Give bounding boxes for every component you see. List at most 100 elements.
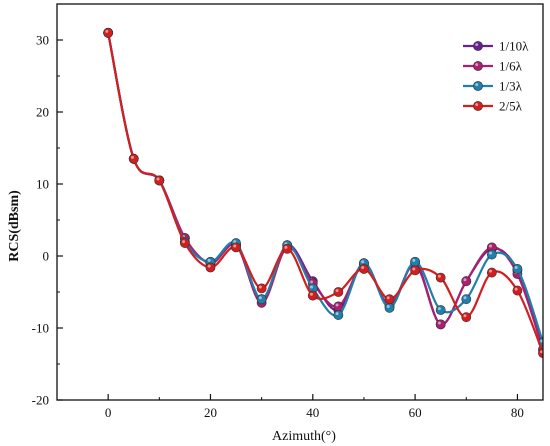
data-point: [307, 290, 318, 301]
data-point-highlight: [335, 289, 339, 293]
data-point-highlight: [463, 296, 467, 300]
data-point: [435, 319, 446, 330]
data-point: [410, 256, 421, 267]
data-point-highlight: [233, 244, 237, 248]
data-point-highlight: [437, 307, 441, 311]
data-point-highlight: [335, 303, 339, 307]
x-tick-label: 80: [511, 405, 524, 420]
data-point-highlight: [284, 245, 288, 249]
data-point-highlight: [130, 155, 134, 159]
data-point-highlight: [309, 280, 313, 284]
data-point-highlight: [207, 264, 211, 268]
legend-marker: [473, 101, 483, 111]
data-point-highlight: [489, 244, 493, 248]
data-point: [179, 238, 190, 248]
data-point-highlight: [105, 29, 109, 33]
y-axis-title: RCS(dBsm): [7, 190, 22, 262]
y-tick-label: 20: [36, 105, 49, 120]
plot-frame: [56, 3, 544, 401]
legend-marker: [473, 81, 483, 91]
y-tick-label: 0: [43, 249, 50, 264]
data-point-highlight: [361, 266, 365, 270]
data-point: [512, 285, 523, 296]
data-point: [512, 264, 523, 274]
data-point-highlight: [540, 339, 543, 343]
data-point: [128, 153, 139, 164]
data-point: [205, 262, 216, 273]
data-point: [384, 302, 395, 313]
data-point-highlight: [437, 321, 441, 325]
data-point-highlight: [412, 267, 416, 271]
data-point: [486, 267, 497, 278]
data-point: [359, 264, 369, 274]
legend-item: 1/10λ: [463, 39, 529, 54]
legend-marker-highlight: [475, 63, 479, 67]
series-1: [103, 27, 543, 355]
legend: 1/10λ 1/6λ 1/3λ 2/5λ: [463, 39, 529, 114]
plot-area: [103, 27, 543, 359]
data-point: [435, 305, 446, 315]
legend-label: 1/6λ: [499, 59, 523, 74]
y-tick-label: 30: [36, 33, 49, 48]
legend-item: 2/5λ: [463, 99, 523, 114]
data-point-highlight: [489, 251, 493, 255]
data-point-highlight: [258, 285, 262, 289]
series-line: [107, 32, 543, 354]
data-point-highlight: [156, 177, 160, 181]
data-point-highlight: [514, 287, 518, 291]
data-point-highlight: [463, 278, 467, 282]
data-point: [256, 283, 267, 294]
data-point: [231, 242, 241, 253]
data-point-highlight: [412, 258, 416, 262]
x-tick-label: 60: [409, 405, 422, 420]
axes: 0 20 40 60 80 -20 -10 0 10 20 30: [32, 3, 544, 420]
data-point: [384, 294, 395, 305]
data-point: [461, 294, 472, 305]
data-point-highlight: [361, 260, 365, 264]
legend-item: 1/6λ: [463, 59, 523, 74]
x-tick-label: 20: [204, 405, 217, 420]
legend-marker: [473, 61, 483, 71]
legend-marker-highlight: [475, 43, 479, 47]
data-point: [333, 287, 344, 297]
data-point: [256, 294, 267, 305]
data-point-highlight: [309, 285, 313, 289]
data-point-highlight: [514, 266, 518, 270]
data-point: [282, 243, 293, 254]
data-point: [410, 265, 421, 276]
series-line: [107, 32, 543, 343]
data-point-highlight: [182, 240, 186, 244]
x-tick-label: 40: [306, 405, 319, 420]
data-point-highlight: [309, 292, 313, 296]
legend-label: 1/10λ: [499, 39, 529, 54]
x-tick-label: 0: [105, 405, 112, 420]
legend-marker-highlight: [475, 83, 479, 87]
data-point-highlight: [233, 240, 237, 244]
data-point: [103, 27, 114, 38]
legend-label: 2/5λ: [499, 99, 523, 114]
y-tick-label: -10: [32, 321, 49, 336]
legend-marker-highlight: [475, 103, 479, 107]
data-point-highlight: [386, 304, 390, 308]
data-point: [486, 249, 497, 260]
data-point-highlight: [335, 312, 339, 316]
data-point-highlight: [463, 314, 467, 318]
data-point-highlight: [207, 258, 211, 262]
data-point-highlight: [489, 269, 493, 273]
data-point: [461, 276, 472, 287]
data-point-highlight: [386, 296, 390, 300]
y-tick-label: 10: [36, 177, 49, 192]
data-point: [435, 272, 446, 283]
legend-marker: [473, 41, 483, 51]
legend-item: 1/3λ: [463, 79, 523, 94]
data-point: [461, 312, 472, 323]
data-point: [333, 310, 344, 320]
x-axis-title: Azimuth(°): [272, 429, 336, 444]
y-tick-label: -20: [32, 393, 49, 408]
series-4: [103, 27, 543, 359]
legend-label: 1/3λ: [499, 79, 523, 94]
data-point-highlight: [258, 296, 262, 300]
data-point-highlight: [437, 274, 441, 278]
series-2: [103, 27, 543, 355]
